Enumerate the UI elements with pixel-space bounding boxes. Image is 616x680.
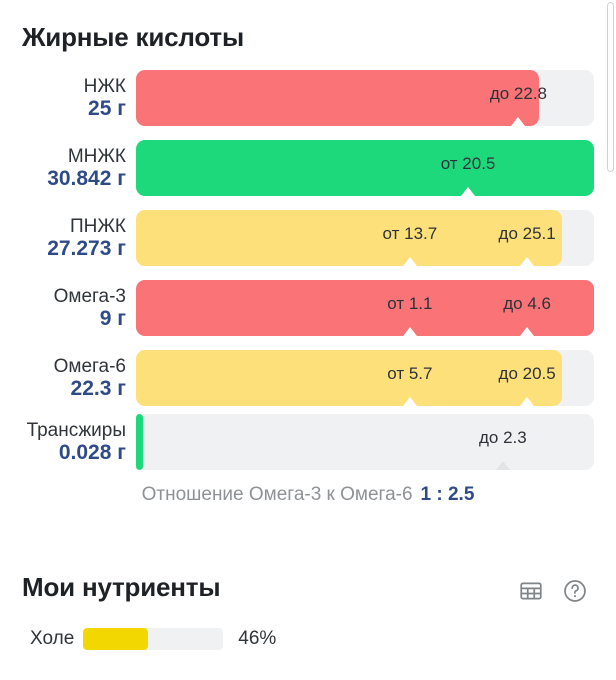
- fatty-acid-name: Омега-6: [53, 355, 126, 377]
- fatty-acid-value: 22.3 г: [70, 376, 126, 400]
- reference-marker-notch: [520, 257, 535, 266]
- fatty-acid-track: от 13.7 до 25.1: [136, 210, 594, 266]
- fatty-acid-labels: НЖК 25 г: [0, 70, 132, 126]
- page-title-my-nutrients: Мои нутриенты: [22, 572, 221, 602]
- nutrient-progress-track: [83, 628, 224, 650]
- fatty-acid-labels: ПНЖК 27.273 г: [0, 210, 132, 266]
- fatty-acid-marks: до 22.8: [136, 70, 594, 126]
- reference-marker-notch: [402, 397, 417, 406]
- omega-ratio-label: Отношение Омега-3 к Омега-6: [141, 484, 413, 505]
- fatty-acid-fill: [136, 280, 594, 336]
- fatty-acid-name: Трансжиры: [26, 419, 126, 441]
- reference-marker-label: до 25.1: [498, 224, 556, 243]
- fatty-acid-name: Омега-3: [53, 285, 126, 307]
- fatty-acid-track: до 2.3: [136, 414, 594, 470]
- fatty-acid-track: от 1.1 до 4.6: [136, 280, 594, 336]
- table-icon[interactable]: [518, 578, 544, 604]
- reference-marker-notch: [520, 327, 535, 336]
- scrollbar-thumb[interactable]: [607, 2, 614, 172]
- fatty-acid-row[interactable]: Трансжиры 0.028 г до 2.3: [0, 414, 616, 470]
- fatty-acid-marks: от 5.7 до 20.5: [136, 350, 594, 406]
- fatty-acid-labels: Трансжиры 0.028 г: [0, 414, 132, 470]
- page-title-fatty-acids: Жирные кислоты: [22, 22, 244, 52]
- reference-marker-notch: [402, 257, 417, 266]
- fatty-acid-value: 25 г: [88, 96, 126, 120]
- reference-marker-notch: [461, 187, 476, 196]
- fatty-acid-track: от 20.5: [136, 140, 594, 196]
- reference-marker-notch: [511, 117, 526, 126]
- reference-marker-label: от 13.7: [382, 224, 438, 243]
- fatty-acid-fill: [136, 140, 594, 196]
- fatty-acid-value: 30.842 г: [47, 166, 126, 190]
- fatty-acid-row[interactable]: ПНЖК 27.273 г от 13.7 до 25.1: [0, 210, 616, 266]
- fatty-acid-row[interactable]: НЖК 25 г до 22.8: [0, 70, 616, 126]
- reference-marker-label: до 20.5: [498, 364, 556, 383]
- fatty-acid-labels: Омега-3 9 г: [0, 280, 132, 336]
- reference-marker-label: от 20.5: [440, 154, 496, 173]
- nutrients-header-actions: [518, 578, 588, 604]
- fatty-acid-marks: от 13.7 до 25.1: [136, 210, 594, 266]
- fatty-acid-marks: до 2.3: [136, 414, 594, 470]
- fatty-acid-fill: [136, 350, 562, 406]
- fatty-acid-fill: [136, 414, 144, 470]
- nutrient-label: Холе: [30, 628, 75, 649]
- reference-marker-label: до 4.6: [503, 294, 551, 313]
- vertical-scrollbar[interactable]: [604, 0, 616, 680]
- omega-ratio: Отношение Омега-3 к Омега-6 1 : 2.5: [0, 484, 616, 506]
- fatty-acid-marks: от 1.1 до 4.6: [136, 280, 594, 336]
- fatty-acid-labels: Омега-6 22.3 г: [0, 350, 132, 406]
- reference-marker-label: от 5.7: [387, 364, 433, 383]
- fatty-acid-value: 9 г: [99, 306, 126, 330]
- fatty-acid-labels: МНЖК 30.842 г: [0, 140, 132, 196]
- fatty-acid-track: от 5.7 до 20.5: [136, 350, 594, 406]
- fatty-acid-name: ПНЖК: [70, 215, 126, 237]
- reference-marker-notch: [402, 327, 417, 336]
- fatty-acid-row[interactable]: Омега-3 9 г от 1.1 до 4.6: [0, 280, 616, 336]
- reference-marker-notch: [520, 397, 535, 406]
- nutrient-percent: 46%: [238, 628, 277, 649]
- fatty-acid-row[interactable]: Омега-6 22.3 г от 5.7 до 20.5: [0, 350, 616, 406]
- fatty-acid-value: 0.028 г: [58, 440, 126, 464]
- fatty-acid-value: 27.273 г: [47, 236, 126, 260]
- fatty-acid-fill: [136, 210, 562, 266]
- fatty-acid-fill: [136, 70, 540, 126]
- fatty-acid-row[interactable]: МНЖК 30.842 г от 20.5: [0, 140, 616, 196]
- reference-marker-label: от 1.1: [387, 294, 433, 313]
- fatty-acid-track: до 22.8: [136, 70, 594, 126]
- fatty-acid-name: НЖК: [83, 75, 126, 97]
- reference-marker-label: до 2.3: [478, 428, 527, 447]
- reference-marker-notch: [495, 461, 510, 470]
- fatty-acid-name: МНЖК: [67, 145, 126, 167]
- help-icon[interactable]: [562, 578, 588, 604]
- nutrient-row[interactable]: Холе 46%: [30, 628, 276, 650]
- fatty-acid-marks: от 20.5: [136, 140, 594, 196]
- omega-ratio-value: 1 : 2.5: [420, 484, 475, 505]
- nutrient-progress-fill: [83, 628, 148, 650]
- reference-marker-label: до 22.8: [489, 84, 548, 103]
